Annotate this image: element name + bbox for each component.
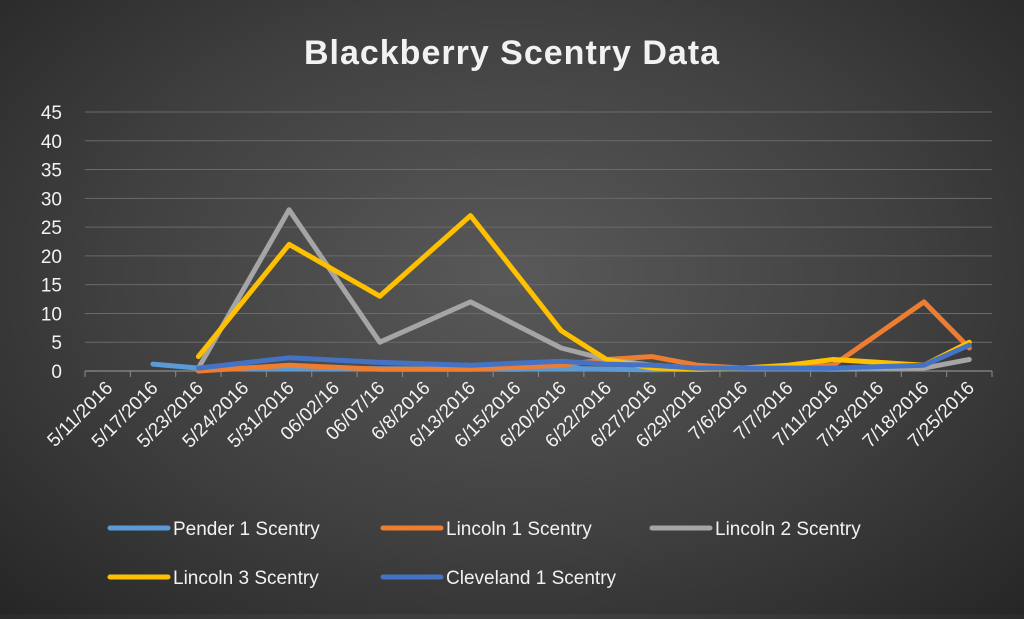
legend-label: Pender 1 Scentry (173, 519, 320, 540)
y-tick-label: 5 (51, 333, 62, 354)
legend-item: Lincoln 1 Scentry (380, 519, 592, 540)
y-tick-label: 30 (41, 189, 62, 210)
series-line-cleveland-1-scentry (195, 342, 972, 371)
legend-label: Lincoln 1 Scentry (446, 519, 592, 540)
y-tick-label: 45 (41, 103, 62, 124)
series-lines (150, 207, 972, 374)
y-tick-label: 10 (41, 304, 62, 325)
gridlines (85, 111, 992, 343)
series-line-lincoln-1-scentry (195, 299, 972, 374)
legend: Pender 1 Scentry Lincoln 1 Scentry Lincoln… (107, 519, 861, 589)
chart-title: Blackberry Scentry Data (304, 34, 720, 72)
legend-label: Lincoln 3 Scentry (173, 568, 319, 589)
y-tick-label: 25 (41, 218, 62, 239)
legend-item: Cleveland 1 Scentry (380, 568, 617, 589)
legend-label: Lincoln 2 Scentry (715, 519, 861, 540)
y-tick-label: 35 (41, 161, 62, 182)
legend-item: Lincoln 2 Scentry (649, 519, 861, 540)
legend-item: Pender 1 Scentry (107, 519, 320, 540)
y-tick-label: 20 (41, 247, 62, 268)
legend-label: Cleveland 1 Scentry (446, 568, 617, 589)
series-line-lincoln-3-scentry (195, 213, 972, 372)
y-tick-label: 0 (51, 362, 62, 383)
legend-item: Lincoln 3 Scentry (107, 568, 319, 589)
y-tick-label: 15 (41, 276, 62, 297)
y-tick-label: 40 (41, 132, 62, 153)
